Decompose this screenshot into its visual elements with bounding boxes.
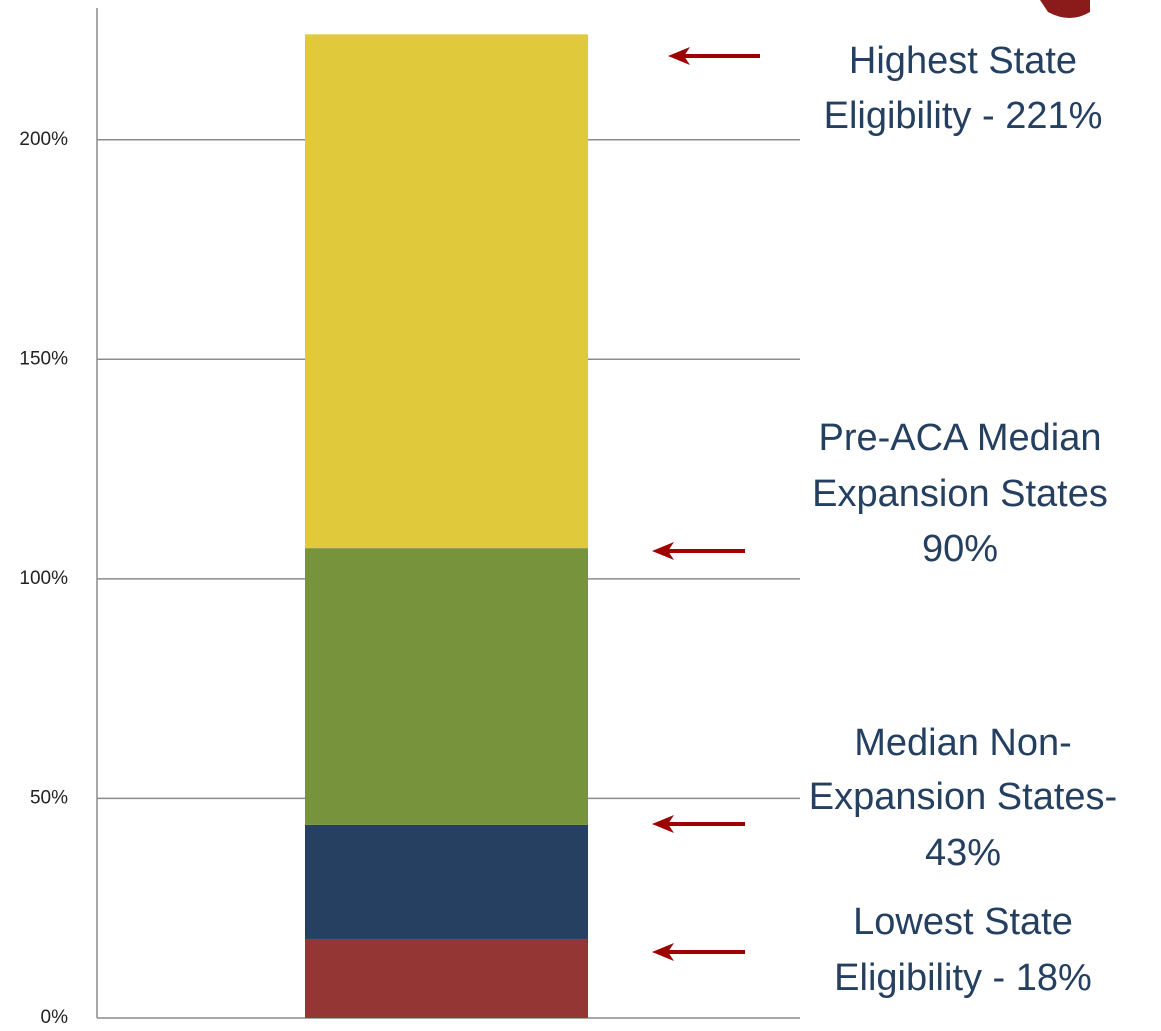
- annotation: Eligibility - 221%: [824, 95, 1103, 137]
- y-tick-label: 200%: [19, 129, 68, 150]
- bar-segment: [305, 548, 588, 825]
- bar-segment: [305, 938, 588, 1018]
- bar-segment: [305, 824, 588, 939]
- annotation: 90%: [922, 528, 998, 570]
- annotation: Pre-ACA Median: [818, 417, 1101, 459]
- annotation: Lowest State: [853, 901, 1073, 943]
- cropped-title-glyph: [1040, 0, 1090, 18]
- annotation: Expansion States: [812, 473, 1108, 515]
- annotation: Highest State: [849, 40, 1077, 82]
- bar-segment: [305, 34, 588, 549]
- y-tick-label: 50%: [30, 787, 68, 808]
- annotation: 43%: [925, 832, 1001, 874]
- arrow-head: [652, 943, 674, 961]
- y-tick-label: 0%: [41, 1007, 69, 1028]
- y-tick-label: 150%: [19, 348, 68, 369]
- arrow-head: [652, 542, 674, 560]
- arrow-head: [652, 815, 674, 833]
- annotation: Expansion States-: [809, 776, 1117, 818]
- y-tick-label: 100%: [19, 568, 68, 589]
- arrow-head: [668, 47, 690, 65]
- annotation: Median Non-: [854, 722, 1072, 764]
- annotation: Eligibility - 18%: [834, 957, 1092, 999]
